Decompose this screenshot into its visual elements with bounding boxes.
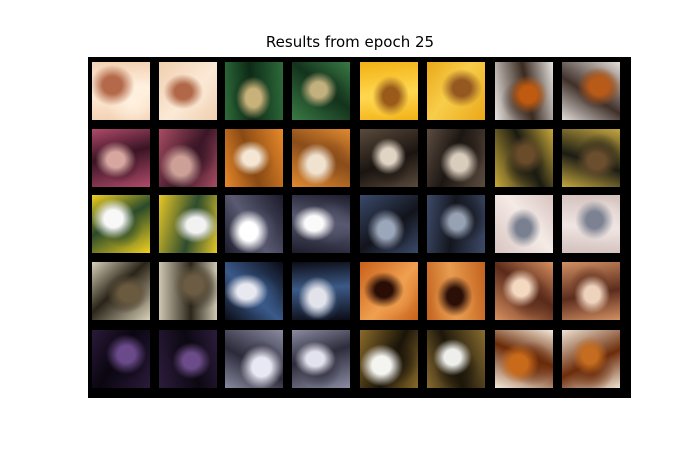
original-image-tile xyxy=(225,129,283,187)
reconstructed-image-tile xyxy=(159,330,217,388)
original-image-tile xyxy=(495,195,553,253)
reconstructed-image-tile xyxy=(159,195,217,253)
original-image-tile xyxy=(360,195,418,253)
figure-title: Results from epoch 25 xyxy=(265,33,435,51)
reconstructed-image-tile xyxy=(159,62,217,120)
reconstructed-image-tile xyxy=(562,129,620,187)
reconstructed-image-tile xyxy=(292,129,350,187)
original-image-tile xyxy=(92,62,150,120)
original-image-tile xyxy=(495,129,553,187)
original-image-tile xyxy=(360,262,418,320)
original-image-tile xyxy=(360,330,418,388)
reconstructed-image-tile xyxy=(427,195,485,253)
original-image-tile xyxy=(92,195,150,253)
original-image-tile xyxy=(495,262,553,320)
original-image-tile xyxy=(92,129,150,187)
original-image-tile xyxy=(225,62,283,120)
original-image-tile xyxy=(495,330,553,388)
reconstructed-image-tile xyxy=(562,195,620,253)
reconstructed-image-tile xyxy=(427,330,485,388)
reconstructed-image-tile xyxy=(427,62,485,120)
original-image-tile xyxy=(92,330,150,388)
reconstructed-image-tile xyxy=(427,129,485,187)
reconstructed-image-tile xyxy=(292,195,350,253)
original-image-tile xyxy=(360,129,418,187)
original-image-tile xyxy=(225,195,283,253)
reconstructed-image-tile xyxy=(292,262,350,320)
reconstructed-image-tile xyxy=(292,330,350,388)
reconstructed-image-tile xyxy=(562,62,620,120)
reconstructed-image-tile xyxy=(562,330,620,388)
reconstructed-image-tile xyxy=(562,262,620,320)
original-image-tile xyxy=(92,262,150,320)
original-image-tile xyxy=(225,262,283,320)
image-grid xyxy=(88,57,631,398)
reconstructed-image-tile xyxy=(292,62,350,120)
original-image-tile xyxy=(495,62,553,120)
reconstructed-image-tile xyxy=(159,262,217,320)
reconstructed-image-tile xyxy=(427,262,485,320)
original-image-tile xyxy=(225,330,283,388)
original-image-tile xyxy=(360,62,418,120)
reconstructed-image-tile xyxy=(159,129,217,187)
